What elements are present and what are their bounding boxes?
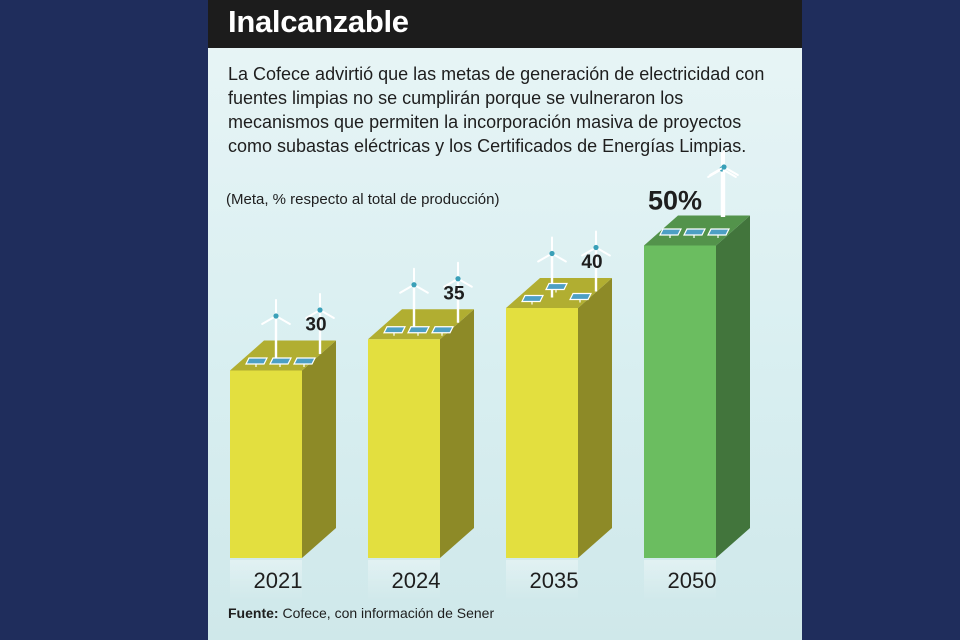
solar-panel-icon (383, 326, 406, 336)
bar-reflection (230, 560, 302, 600)
value-label: 50% (648, 186, 702, 216)
wind-turbine-icon (305, 293, 335, 354)
source-note: Fuente: Cofece, con información de Sener (228, 605, 494, 621)
solar-panel-icon (707, 228, 730, 238)
wind-turbine-icon (443, 261, 473, 323)
wind-turbine-icon (399, 267, 429, 329)
solar-panel-icon (431, 326, 454, 336)
bar-side-face (716, 215, 750, 558)
title-bar: Inalcanzable (208, 0, 802, 48)
bar-2050: 50% 2050 (644, 150, 750, 600)
bar-reflection (644, 560, 716, 600)
solar-panel-icon (521, 294, 544, 305)
description-text: La Cofece advirtió que las metas de gene… (228, 64, 765, 156)
bar-chart: 30 2021 35 2024 40 2035 50% 2050 (230, 150, 750, 600)
solar-panel-icon (293, 357, 316, 367)
category-label: 2021 (254, 568, 303, 593)
bar-front-face (230, 370, 302, 558)
wind-turbine-icon (709, 150, 739, 217)
bar-side-face (440, 309, 474, 558)
bar-front-face (506, 308, 578, 558)
value-label: 35 (443, 283, 465, 304)
bar-front-face (644, 245, 716, 558)
category-label: 2024 (392, 568, 441, 593)
bar-side-face (578, 278, 612, 558)
category-label: 2050 (668, 568, 717, 593)
wind-turbine-icon (261, 299, 291, 360)
bar-2024: 35 2024 (368, 261, 474, 600)
value-label: 30 (305, 315, 326, 336)
bar-front-face (368, 339, 440, 558)
source-label: Fuente: (228, 605, 279, 621)
bar-2035: 40 2035 (506, 230, 612, 600)
category-label: 2035 (530, 568, 579, 593)
solar-panel-icon (683, 228, 706, 238)
solar-panel-icon (269, 357, 292, 367)
bar-side-face (302, 340, 336, 558)
solar-panel-icon (407, 326, 430, 336)
infographic-panel: Inalcanzable La Cofece advirtió que las … (208, 0, 802, 640)
solar-panel-icon (245, 357, 268, 367)
wind-turbine-icon (707, 152, 737, 217)
source-text: Cofece, con información de Sener (282, 605, 495, 621)
wind-turbine-icon (537, 236, 567, 298)
bar-reflection (368, 560, 440, 600)
units-note: (Meta, % respecto al total de producción… (226, 191, 500, 208)
bar-reflection (506, 560, 578, 600)
bar-2021: 30 2021 (230, 293, 336, 600)
solar-panel-icon (659, 228, 682, 238)
wind-turbine-icon (581, 230, 611, 292)
solar-panel-icon (569, 292, 592, 303)
value-label: 40 (581, 252, 602, 273)
page-title: Inalcanzable (228, 4, 409, 39)
solar-panel-icon (545, 282, 568, 293)
